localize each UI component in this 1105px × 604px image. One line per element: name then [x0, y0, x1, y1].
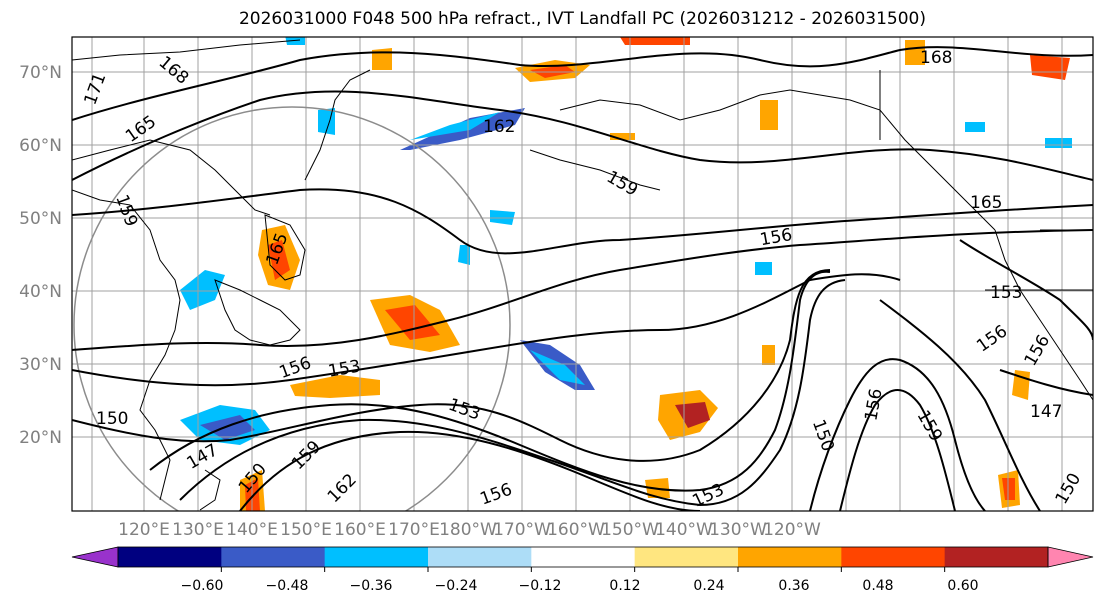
colorbar-segment: [221, 547, 326, 567]
colorbar-segment: [531, 547, 636, 567]
lon-label: 160°W: [547, 520, 605, 540]
colorbar-tick-label: 0.24: [693, 578, 724, 594]
colorbar-tick-label: −0.12: [519, 578, 562, 594]
lon-label: 160°E: [334, 520, 386, 540]
lon-label: 130°W: [709, 520, 767, 540]
contour-label: 162: [483, 117, 515, 137]
graticule: [72, 37, 1093, 511]
map-frame: [71, 36, 1094, 512]
lon-label: 170°E: [388, 520, 440, 540]
contour-label: 165: [970, 193, 1002, 213]
lat-label: 60°N: [19, 136, 62, 156]
contour-label: 147: [1030, 402, 1062, 422]
colorbar-tick-label: −0.36: [350, 578, 393, 594]
lat-label: 40°N: [19, 282, 62, 302]
colorbar-ticks: [220, 567, 946, 572]
contour-label: 168: [920, 48, 952, 68]
colorbar-segment: [324, 547, 429, 567]
lat-label: 30°N: [19, 355, 62, 375]
map-panel: 171 168 168 165 162 159 159 165 165 156 …: [72, 37, 1093, 511]
colorbar-segment: [841, 547, 946, 567]
map-title: 2026031000 F048 500 hPa refract., IVT La…: [238, 9, 926, 29]
refractivity-contours: [72, 46, 1093, 511]
contour-label: 150: [96, 409, 128, 429]
colorbar-frame: [117, 546, 1049, 568]
latitude-labels: 70°N 60°N 50°N 40°N 30°N 20°N: [19, 63, 62, 448]
colorbar-extend-min: [71, 546, 119, 568]
lon-label: 140°E: [226, 520, 278, 540]
lon-label: 130°E: [172, 520, 224, 540]
colorbar-tick-label: 0.36: [778, 578, 809, 594]
colorbar-tick-label: 0.12: [609, 578, 640, 594]
colorbar-tick-label: −0.24: [435, 578, 478, 594]
lat-label: 70°N: [19, 63, 62, 83]
colorbar-segment: [634, 547, 739, 567]
colorbar-tick-label: 0.48: [862, 578, 893, 594]
lon-label: 180°W: [439, 520, 497, 540]
colorbar-segment: [738, 547, 842, 567]
colorbar-tick-labels: −0.60 −0.48 −0.36 −0.24 −0.12 0.12 0.24 …: [181, 578, 979, 594]
colorbar-extend-max: [1047, 546, 1094, 568]
lon-label: 170°W: [493, 520, 551, 540]
lon-label: 120°E: [118, 520, 170, 540]
lat-label: 50°N: [19, 209, 62, 229]
colorbar-tick-label: 0.60: [947, 578, 978, 594]
colorbar-segment: [428, 547, 532, 567]
colorbar: −0.60 −0.48 −0.36 −0.24 −0.12 0.12 0.24 …: [71, 546, 1094, 594]
lon-label: 150°E: [280, 520, 332, 540]
colorbar-segments: [71, 546, 1094, 568]
contour-label: 153: [990, 283, 1022, 303]
lon-label: 150°W: [601, 520, 659, 540]
colorbar-tick-label: −0.60: [181, 578, 224, 594]
coastlines: [72, 39, 1093, 511]
colorbar-segment: [118, 547, 222, 567]
lon-label: 120°W: [763, 520, 821, 540]
colorbar-segment: [944, 547, 1049, 567]
longitude-labels: 120°E 130°E 140°E 150°E 160°E 170°E 180°…: [118, 520, 821, 540]
lon-label: 140°W: [655, 520, 713, 540]
lat-label: 20°N: [19, 428, 62, 448]
colorbar-tick-label: −0.48: [266, 578, 309, 594]
range-circle: [73, 106, 511, 511]
